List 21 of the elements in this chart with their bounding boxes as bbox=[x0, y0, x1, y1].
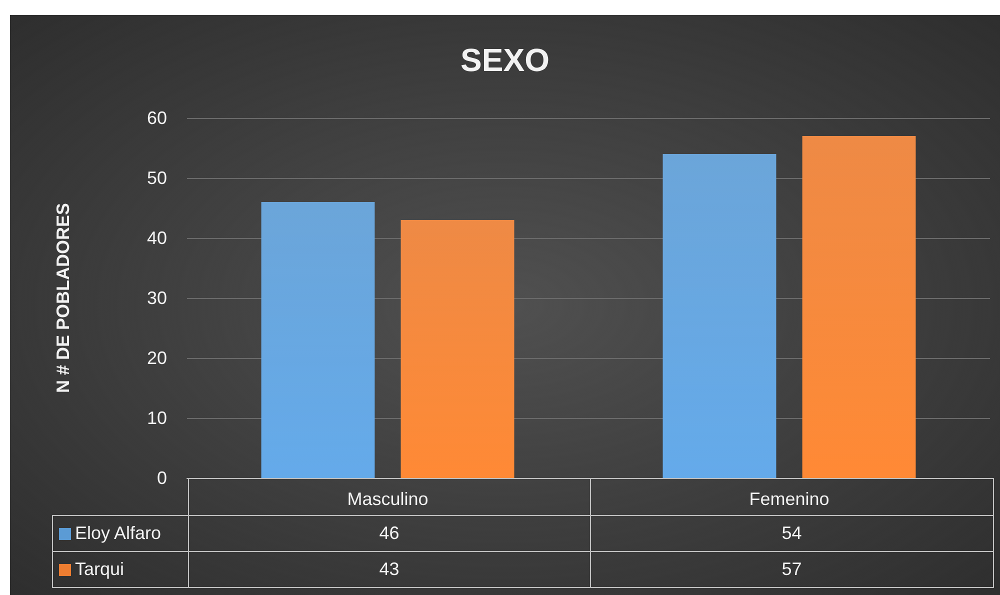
bar bbox=[802, 136, 916, 478]
bar bbox=[400, 220, 514, 478]
x-tick-label: Masculino bbox=[347, 489, 428, 509]
y-tick-label: 60 bbox=[146, 108, 167, 128]
y-tick-label: 20 bbox=[146, 348, 167, 368]
data-label: 46 bbox=[188, 516, 590, 552]
bar bbox=[662, 154, 776, 478]
chart-title: SEXO bbox=[460, 42, 550, 78]
y-tick-label: 10 bbox=[146, 408, 167, 428]
y-tick-label: 0 bbox=[156, 468, 167, 488]
bar bbox=[261, 202, 375, 478]
legend-label: Tarqui bbox=[52, 552, 188, 588]
data-label: 43 bbox=[188, 552, 590, 588]
data-label: 57 bbox=[590, 552, 993, 588]
data-label: 54 bbox=[590, 516, 993, 552]
y-tick-label: 30 bbox=[146, 288, 167, 308]
y-tick-label: 40 bbox=[146, 228, 167, 248]
y-tick-label: 50 bbox=[146, 168, 167, 188]
y-axis-title: N # DE POBLADORES bbox=[53, 202, 73, 394]
x-tick-label: Femenino bbox=[749, 489, 830, 509]
legend-label: Eloy Alfaro bbox=[52, 516, 188, 552]
